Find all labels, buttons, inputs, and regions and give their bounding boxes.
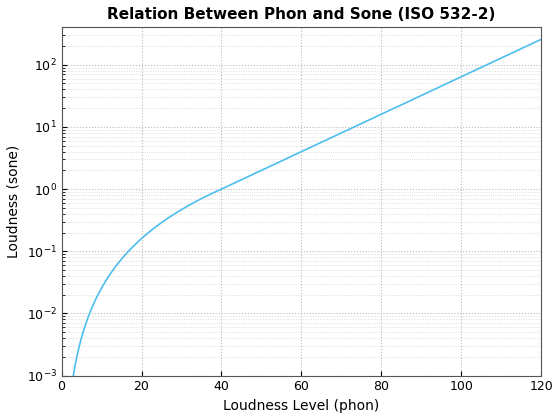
Title: Relation Between Phon and Sone (ISO 532-2): Relation Between Phon and Sone (ISO 532-… [107,7,496,22]
Y-axis label: Loudness (sone): Loudness (sone) [7,145,21,258]
X-axis label: Loudness Level (phon): Loudness Level (phon) [223,399,380,413]
